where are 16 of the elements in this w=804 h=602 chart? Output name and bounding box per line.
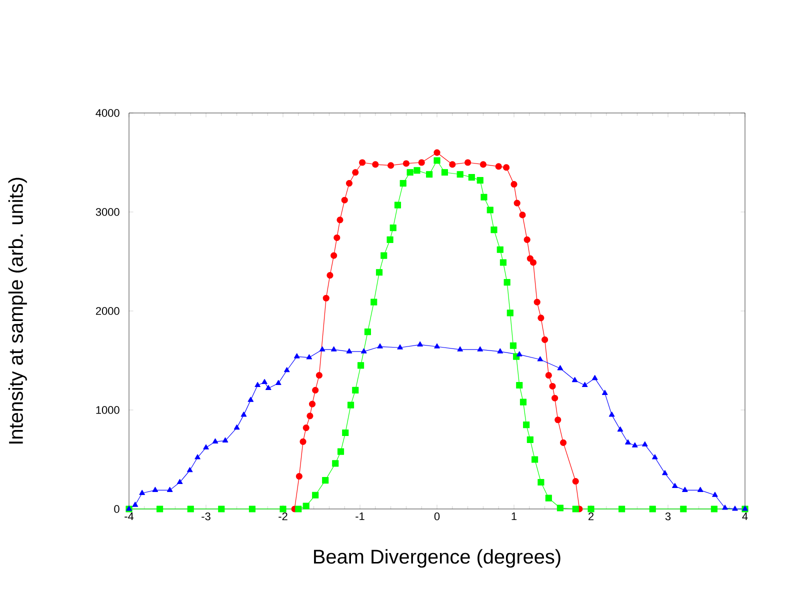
y-tick-label: 4000 <box>96 109 120 117</box>
x-tick-label: 1 <box>512 512 517 520</box>
y-tick-label: 3000 <box>96 208 120 216</box>
x-tick-label: -3 <box>202 512 210 520</box>
x-tick-label: 3 <box>665 512 671 520</box>
x-tick-label: 4 <box>742 512 748 520</box>
y-axis-title: Intensity at sample (arb. units) <box>8 178 27 444</box>
x-tick-label: -2 <box>278 512 288 520</box>
x-axis-title: Beam Divergence (degrees) <box>314 549 560 568</box>
y-tick-label: 2000 <box>96 307 120 315</box>
y-tick-label: 1000 <box>96 406 120 414</box>
y-tick-label: 0 <box>114 505 120 513</box>
x-tick-label: 2 <box>588 512 594 520</box>
x-tick-label: 0 <box>434 512 440 520</box>
x-tick-label: -1 <box>356 512 364 520</box>
x-tick-label: -4 <box>124 512 134 520</box>
